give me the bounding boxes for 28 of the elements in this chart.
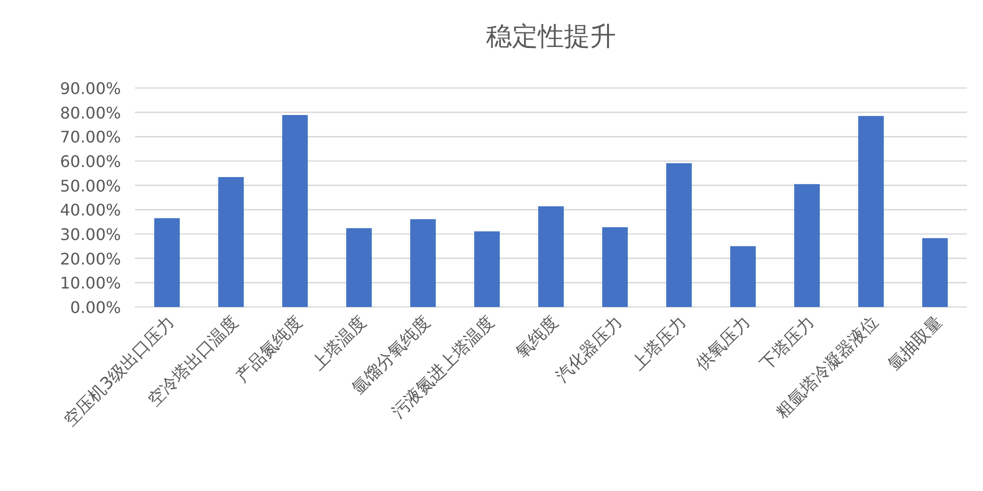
y-tick-label: 10.00% (60, 274, 121, 293)
x-tick-label: 供氧压力 (692, 312, 755, 375)
x-tick-label: 氧纯度 (512, 312, 563, 363)
bar (602, 227, 628, 307)
y-tick-label: 60.00% (60, 152, 121, 171)
bar (858, 116, 884, 307)
bar (666, 163, 692, 307)
y-tick-label: 0.00% (70, 298, 121, 317)
bar (218, 177, 244, 307)
bar (538, 206, 564, 307)
y-tick-label: 80.00% (60, 103, 121, 122)
y-tick-label: 40.00% (60, 200, 121, 220)
bar (410, 219, 436, 307)
bar (282, 115, 308, 307)
bar (922, 238, 948, 307)
y-tick-label: 70.00% (60, 128, 121, 147)
y-tick-label: 30.00% (60, 225, 121, 244)
y-tick-label: 20.00% (60, 249, 121, 268)
x-tick-label: 氩抽取量 (884, 312, 947, 375)
y-tick-label: 90.00% (60, 79, 121, 98)
bar (346, 228, 372, 307)
bar (474, 231, 500, 307)
bar (730, 246, 756, 307)
chart-title: 稳定性提升 (486, 22, 616, 52)
bar (154, 218, 180, 307)
x-tick-label: 上塔压力 (628, 312, 691, 375)
y-tick-label: 50.00% (60, 176, 121, 196)
bar (794, 184, 820, 307)
